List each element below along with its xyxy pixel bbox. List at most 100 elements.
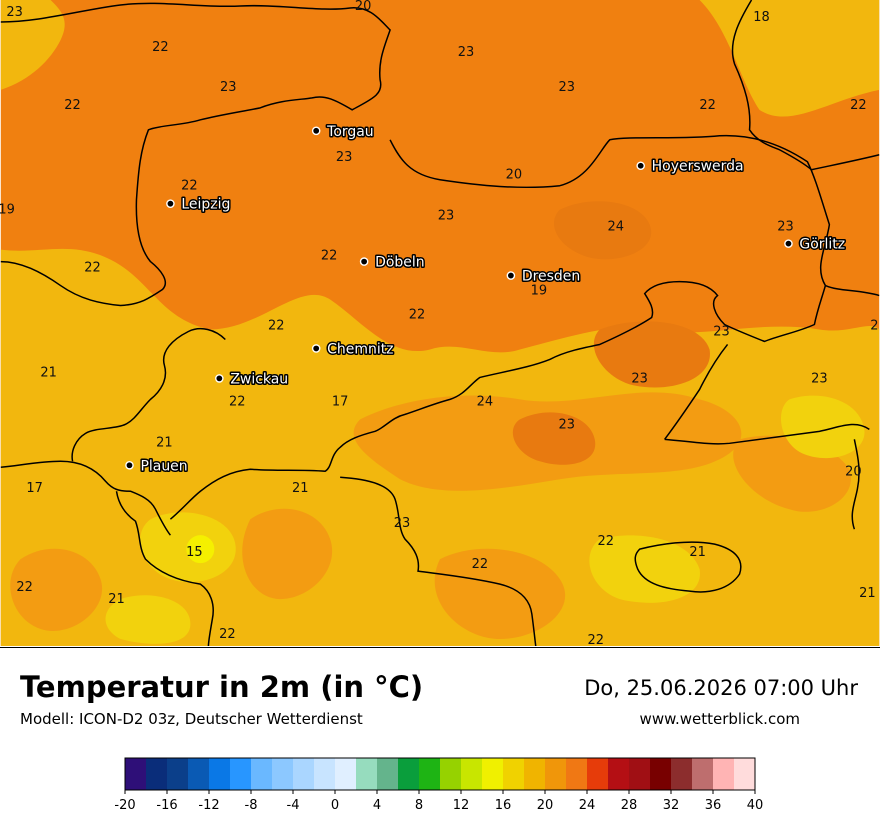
temperature-value: 22 <box>409 308 426 323</box>
legend-swatch <box>608 758 630 790</box>
warm-band-east <box>699 0 880 117</box>
temperature-value: 20 <box>355 0 372 14</box>
city-dot <box>311 126 321 136</box>
temperature-value: 23 <box>394 516 411 531</box>
legend-tick-label: 28 <box>621 798 638 813</box>
legend-swatch <box>419 758 441 790</box>
legend-swatch <box>167 758 189 790</box>
legend-tick-label: 12 <box>453 798 470 813</box>
legend-swatch <box>587 758 609 790</box>
temperature-value: 22 <box>472 557 489 572</box>
legend-tick-label: 4 <box>373 798 381 813</box>
legend-swatch <box>482 758 504 790</box>
temperature-value: 22 <box>229 394 246 409</box>
city-dot <box>125 460 134 470</box>
city-label: Dresden <box>522 269 580 285</box>
legend-tick-label: 40 <box>747 798 764 813</box>
temperature-value: 24 <box>477 394 494 409</box>
legend-swatch <box>188 758 210 790</box>
temperature-value: 23 <box>713 324 730 339</box>
border-line <box>389 134 831 286</box>
legend-swatch <box>629 758 651 790</box>
temperature-value: 2 <box>870 318 878 333</box>
temperature-value: 21 <box>40 365 57 380</box>
city-label: Döbeln <box>375 255 425 271</box>
legend-swatch <box>545 758 567 790</box>
legend-tick-label: 24 <box>579 798 596 813</box>
legend-swatch <box>650 758 672 790</box>
legend-tick-label: 36 <box>705 798 722 813</box>
temperature-value: 23 <box>559 417 576 432</box>
temperature-value: 22 <box>268 318 285 333</box>
border-line <box>169 280 827 520</box>
legend-swatch <box>524 758 546 790</box>
legend-swatch <box>566 758 588 790</box>
hot-patch <box>553 201 652 260</box>
city-dot <box>311 344 321 353</box>
legend-swatch <box>251 758 273 790</box>
legend-swatch <box>272 758 294 790</box>
city-dot <box>166 199 175 208</box>
legend-swatch <box>146 758 168 790</box>
temperature-value: 22 <box>152 40 169 55</box>
temperature-value: 22 <box>588 633 605 648</box>
legend-swatch <box>440 758 462 790</box>
city-label: Hoyerswerda <box>652 159 744 175</box>
cool-patch <box>105 595 191 644</box>
temperature-value: 15 <box>186 545 203 560</box>
city-label: Plauen <box>140 458 187 474</box>
temperature-value: 18 <box>753 10 770 25</box>
temperature-value: 22 <box>181 179 198 194</box>
city-dot <box>506 271 516 280</box>
city-dot <box>784 239 793 248</box>
border-line <box>634 541 742 593</box>
border-line <box>851 439 860 530</box>
city-dot <box>359 257 369 266</box>
temperature-value: 21 <box>859 586 876 601</box>
hot-patch <box>512 412 596 465</box>
temperature-value: 21 <box>156 435 173 450</box>
warm-patch <box>242 508 333 600</box>
legend-tick-label: -16 <box>156 798 177 813</box>
border-line <box>340 476 537 647</box>
temperature-value: 22 <box>321 249 338 264</box>
border-line <box>664 423 870 445</box>
cool-patch <box>589 535 700 603</box>
legend-swatch <box>671 758 693 790</box>
legend-tick-label: 20 <box>537 798 554 813</box>
temperature-value: 22 <box>597 534 614 549</box>
borders <box>0 0 880 647</box>
model-source: Modell: ICON-D2 03z, Deutscher Wetterdie… <box>20 710 363 728</box>
legend-tick-label: -8 <box>245 798 258 813</box>
warm-band-west <box>0 0 65 90</box>
border-line <box>825 284 880 297</box>
temperature-value: 21 <box>292 481 309 496</box>
legend-swatch <box>335 758 357 790</box>
city-label: Görlitz <box>799 237 845 253</box>
border-line <box>0 2 391 307</box>
legend-swatch <box>377 758 399 790</box>
temperature-value: 23 <box>6 5 23 20</box>
legend-swatch <box>461 758 483 790</box>
legend-tick-label: 16 <box>495 798 512 813</box>
temperature-map: 23 20 18 22 23 23 23 22 22 22 23 20 22 19 23 24 23 22 22 19… <box>0 0 880 648</box>
temperature-value: 23 <box>438 209 455 224</box>
temperature-value: 22 <box>16 580 33 595</box>
website-link[interactable]: www.wetterblick.com <box>639 710 800 728</box>
legend-swatch <box>503 758 525 790</box>
legend-tick-label: 8 <box>415 798 423 813</box>
temperature-value: 23 <box>220 80 237 95</box>
legend-tick-label: -20 <box>114 798 135 813</box>
temperature-value: 17 <box>26 481 43 496</box>
hot-patch <box>593 321 710 388</box>
temperature-value: 23 <box>777 220 794 235</box>
temperature-value: 22 <box>699 98 716 113</box>
temperature-value: 24 <box>607 220 624 235</box>
coldest-spot <box>186 535 215 564</box>
temperature-value: 22 <box>850 98 867 113</box>
temperature-value: 21 <box>689 545 706 560</box>
temperature-value: 23 <box>811 371 828 386</box>
legend-tick-label: -4 <box>287 798 300 813</box>
city-label: Chemnitz <box>327 341 393 357</box>
city-label: Torgau <box>326 124 373 140</box>
